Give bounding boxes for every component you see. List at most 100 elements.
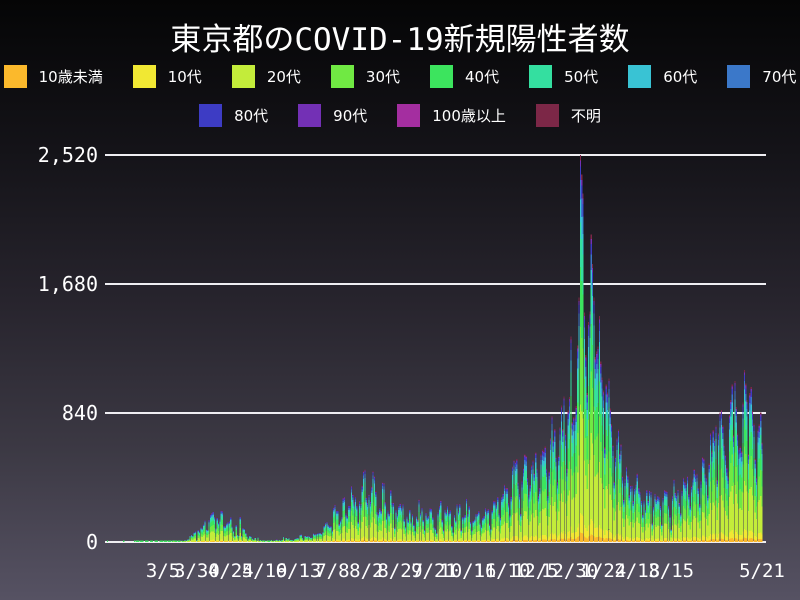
bar-segment — [655, 500, 657, 502]
bar-segment — [295, 539, 297, 541]
bar-segment — [548, 540, 550, 542]
bar-segment — [574, 438, 576, 454]
bar-segment — [689, 522, 691, 530]
bar-segment — [350, 502, 352, 511]
bar-segment — [690, 486, 693, 487]
bar-segment — [724, 539, 727, 542]
bar-segment — [718, 434, 720, 437]
bar-segment — [705, 488, 708, 497]
bar-segment — [442, 531, 445, 533]
bar-segment — [665, 492, 667, 494]
bar-segment — [292, 541, 294, 542]
bar-segment — [549, 468, 552, 485]
bar-segment — [376, 541, 378, 542]
bar-segment — [532, 535, 534, 540]
bar-segment — [430, 523, 432, 531]
bar-segment — [535, 458, 537, 463]
bar-segment — [749, 410, 751, 420]
bar-segment — [652, 510, 655, 513]
bar-segment — [643, 538, 645, 541]
bar-segment — [459, 503, 461, 505]
bar-segment — [219, 541, 221, 542]
bar-segment — [555, 459, 557, 463]
bar-segment — [695, 494, 697, 505]
bar-segment — [552, 441, 554, 444]
bar-segment — [533, 540, 535, 542]
bar-segment — [388, 539, 390, 542]
bar-segment — [554, 428, 556, 431]
bar-segment — [326, 534, 328, 541]
bar-segment — [468, 505, 470, 507]
bar-segment — [308, 540, 310, 542]
bar-segment — [570, 336, 572, 340]
bar-segment — [338, 524, 340, 526]
bar-segment — [738, 508, 740, 535]
bar-segment — [517, 499, 519, 509]
bar-segment — [600, 364, 602, 367]
bar-segment — [445, 517, 447, 521]
bar-segment — [598, 330, 600, 343]
bar-segment — [621, 476, 624, 478]
bar-segment — [348, 516, 350, 522]
bar-segment — [747, 459, 750, 465]
bar-segment — [625, 479, 628, 489]
bar-segment — [682, 519, 684, 538]
bar-segment — [278, 541, 281, 542]
bar-segment — [745, 383, 747, 386]
bar-segment — [536, 536, 538, 541]
bar-segment — [531, 499, 533, 515]
bar-segment — [539, 491, 541, 495]
bar-segment — [379, 513, 381, 518]
bar-segment — [333, 539, 335, 542]
bar-segment — [197, 532, 199, 534]
bar-segment — [650, 513, 652, 525]
bar-segment — [459, 510, 461, 515]
bar-segment — [162, 540, 164, 542]
bar-segment — [430, 509, 432, 510]
bar-segment — [470, 522, 472, 524]
legend-label: 100歳以上 — [432, 107, 506, 125]
bar-segment — [597, 527, 599, 538]
bar-segment — [529, 510, 531, 522]
bar-segment — [253, 541, 255, 542]
bar-segment — [551, 419, 553, 424]
bar-segment — [337, 539, 339, 542]
bar-segment — [693, 536, 695, 541]
bar-segment — [472, 524, 474, 527]
bar-segment — [335, 530, 338, 540]
bar-segment — [316, 534, 319, 536]
bar-segment — [652, 541, 655, 542]
bar-segment — [571, 429, 573, 436]
bar-segment — [684, 485, 686, 489]
bar-segment — [742, 538, 744, 542]
bar-segment — [453, 522, 455, 527]
bar-segment — [661, 525, 663, 527]
bar-segment — [384, 539, 386, 542]
bar-segment — [573, 453, 575, 473]
bar-segment — [517, 483, 519, 486]
bar-segment — [423, 533, 426, 536]
bar-segment — [440, 501, 442, 502]
bar-segment — [423, 531, 426, 534]
bar-segment — [635, 537, 637, 541]
bar-segment — [533, 474, 535, 476]
bar-segment — [509, 515, 511, 517]
bar-segment — [522, 472, 525, 477]
bar-segment — [582, 193, 584, 199]
bar-segment — [735, 467, 737, 495]
bar-segment — [689, 506, 691, 508]
bar-segment — [299, 539, 301, 542]
bar-segment — [200, 540, 202, 542]
bar-segment — [573, 538, 575, 542]
bar-segment — [486, 524, 488, 531]
bar-segment — [457, 512, 460, 515]
bar-segment — [655, 538, 657, 541]
bar-segment — [743, 480, 745, 530]
bar-segment — [502, 494, 504, 495]
bar-segment — [204, 534, 206, 541]
bar-segment — [503, 485, 506, 487]
bar-segment — [215, 540, 217, 542]
bar-segment — [241, 537, 243, 538]
bar-segment — [220, 541, 222, 542]
bar-segment — [197, 533, 199, 536]
